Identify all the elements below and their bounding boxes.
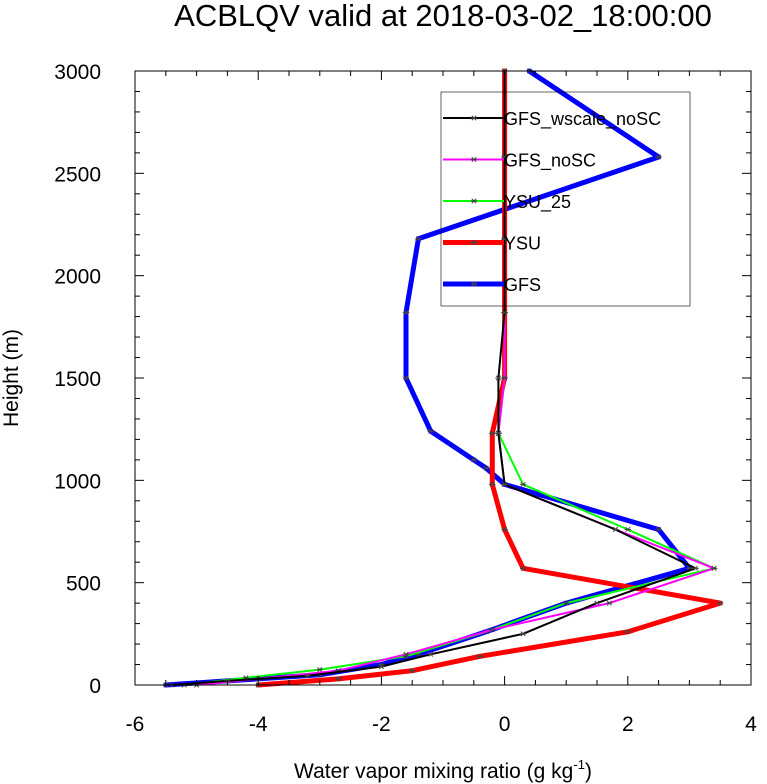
data-point-marker <box>519 565 527 571</box>
y-tick-label: 1000 <box>54 470 101 493</box>
x-tick-label: -4 <box>249 713 268 736</box>
x-tick-label: -2 <box>372 713 391 736</box>
x-axis-tick-labels: -6 -4 -2 0 2 4 <box>126 713 758 736</box>
chart-title: ACBLQV valid at 2018-03-02_18:00:00 <box>174 0 712 33</box>
series-ysu <box>255 68 724 688</box>
data-point-marker <box>489 627 496 633</box>
legend-label: YSU_25 <box>504 192 571 213</box>
x-axis-label: Water vapor mixing ratio (g kg-1) <box>294 757 592 783</box>
data-point-marker <box>304 673 311 679</box>
data-point-marker <box>606 600 613 606</box>
series-line-ysu <box>255 68 723 688</box>
x-axis-ticks <box>134 71 752 685</box>
x-tick-label: 4 <box>745 713 757 736</box>
y-tick-label: 0 <box>89 675 101 698</box>
data-point-marker <box>316 667 323 673</box>
data-point-marker <box>402 309 410 316</box>
data-point-marker <box>655 526 662 533</box>
legend-label: GFS_noSC <box>504 151 596 172</box>
legend-items: GFS_wscale_noSC GFS_noSC YSU_25 YSU GFS <box>443 109 661 295</box>
data-point-marker <box>624 526 631 533</box>
legend-item: GFS <box>443 275 541 295</box>
data-point-marker <box>470 457 477 463</box>
data-point-marker <box>519 481 527 488</box>
data-point-marker <box>427 428 434 434</box>
series-layer <box>162 68 724 688</box>
y-axis-tick-labels: 0 500 1000 1500 2000 2500 3000 <box>54 61 101 698</box>
data-point-marker <box>563 600 570 606</box>
data-point-marker <box>692 565 699 571</box>
x-axis-label-end: ) <box>585 760 592 783</box>
data-point-marker <box>476 653 484 659</box>
legend: GFS_wscale_noSC GFS_noSC YSU_25 YSU GFS <box>440 91 691 307</box>
series-line-gfs-wscale-nosc <box>171 70 697 686</box>
y-axis-label: Height (m) <box>0 329 23 427</box>
series-gfs-wscale-nosc <box>168 68 699 688</box>
x-tick-label: 0 <box>499 713 511 736</box>
data-point-marker <box>415 236 422 242</box>
data-point-marker <box>710 565 718 571</box>
legend-marker <box>470 156 478 163</box>
series-gfs <box>162 68 693 688</box>
data-point-marker <box>501 154 508 160</box>
legend-item: GFS_wscale_noSC <box>443 109 661 130</box>
legend-marker <box>470 115 478 121</box>
data-point-marker <box>519 631 527 637</box>
data-point-marker <box>501 309 508 316</box>
data-point-marker <box>378 663 385 670</box>
data-point-marker <box>717 600 724 606</box>
data-point-marker <box>427 651 434 657</box>
data-point-marker <box>402 651 410 657</box>
legend-item: YSU_25 <box>443 192 571 213</box>
series-line-gfs <box>163 68 692 688</box>
data-point-marker <box>482 465 490 471</box>
data-point-marker <box>495 430 502 436</box>
legend-label: YSU <box>504 234 541 254</box>
y-tick-label: 2000 <box>54 266 101 289</box>
y-tick-label: 1500 <box>54 368 101 391</box>
legend-label: GFS <box>504 275 541 295</box>
data-point-marker <box>593 600 601 606</box>
legend-box <box>440 91 691 307</box>
data-point-marker <box>402 375 410 381</box>
data-point-marker <box>501 375 508 381</box>
x-axis-label-main: Water vapor mixing ratio (g kg <box>294 760 573 783</box>
y-axis-ticks <box>135 70 751 686</box>
y-tick-label: 2500 <box>54 163 101 186</box>
data-point-marker <box>501 481 508 488</box>
data-point-marker <box>489 430 496 436</box>
legend-label: GFS_wscale_noSC <box>504 109 661 130</box>
y-tick-label: 3000 <box>54 61 101 84</box>
legend-item: GFS_noSC <box>443 151 596 172</box>
legend-marker <box>470 281 478 287</box>
data-point-marker <box>495 375 502 381</box>
data-point-marker <box>612 526 619 533</box>
x-tick-label: 2 <box>622 713 634 736</box>
legend-marker <box>470 198 478 204</box>
data-point-marker <box>489 481 496 488</box>
data-point-marker <box>624 629 631 635</box>
data-point-marker <box>409 668 416 674</box>
data-point-marker <box>335 676 342 682</box>
x-axis-label-superscript: -1 <box>573 757 585 772</box>
legend-marker <box>470 239 478 246</box>
x-tick-label: -6 <box>126 713 145 736</box>
data-point-marker <box>501 526 508 533</box>
legend-item: YSU <box>443 234 541 254</box>
y-tick-label: 500 <box>66 573 101 596</box>
data-point-marker <box>655 154 662 160</box>
